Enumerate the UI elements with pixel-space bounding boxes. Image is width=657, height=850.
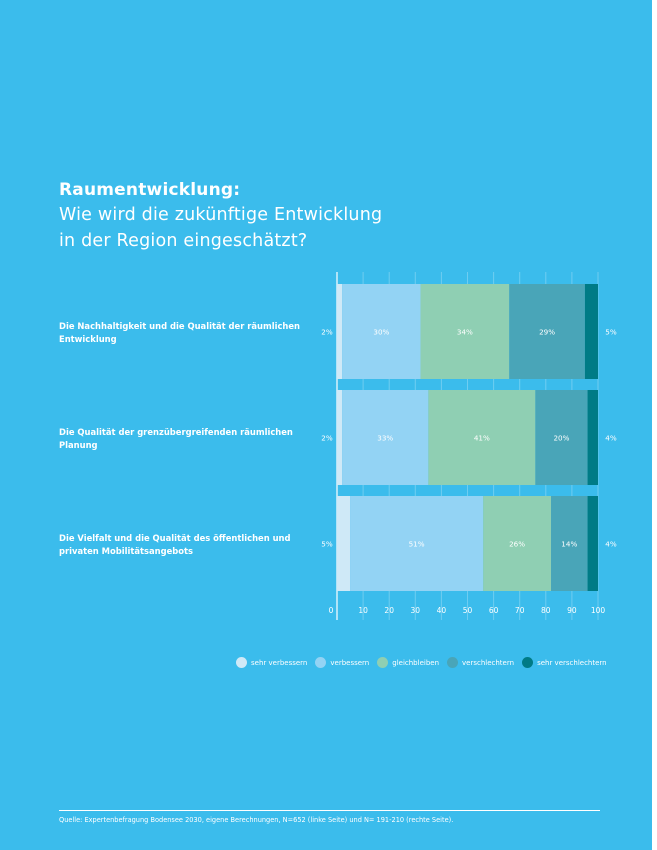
bar-verschlechtern-1 [509,284,585,379]
legend-label-gleichbleiben: gleichbleiben [392,658,440,667]
category-label-2-line-2: Planung [59,439,98,450]
chart-title: Raumentwicklung: Wie wird die zukünftige… [59,178,382,254]
legend: sehr verbessern verbessern gleichbleiben… [236,657,615,668]
bar-verschlechtern-2 [535,390,588,485]
bar-gleichbleiben-3 [483,496,552,591]
category-label-1-line-1: Die Nachhaltigkeit und die Qualität der … [59,321,301,331]
legend-swatch-verbessern [315,657,327,668]
category-label-1: Die Nachhaltigkeit und die Qualität der … [59,320,319,345]
category-label-3-line-2: privaten Mobilitätsangebots [59,545,194,556]
data-label-verbessern-1: 30% [373,328,389,337]
legend-item-verbessern: verbessern [315,657,369,668]
data-label-sehr-verbessern-2: 2% [321,434,333,443]
bar-sehr-verschlechtern-2 [587,390,598,485]
category-label-1-line-2: Entwicklung [59,333,117,344]
footer-divider [59,810,600,811]
x-tick-label-80: 80 [541,606,551,615]
legend-label-sehr-verschlechtern: sehr verschlechtern [537,658,607,667]
bar-verbessern-2 [342,390,429,485]
data-label-verbessern-3: 51% [409,540,425,549]
title-question-line-1: Wie wird die zukünftige Entwicklung [59,205,383,225]
page-edge [652,0,657,850]
legend-swatch-verschlechtern [447,657,459,668]
category-label-2: Die Qualität der grenzübergreifenden räu… [59,426,319,451]
data-label-verschlechtern-1: 29% [539,328,555,337]
data-label-verbessern-2: 33% [377,434,393,443]
x-tick-label-10: 10 [358,606,368,615]
legend-label-verschlechtern: verschlechtern [462,658,515,667]
category-label-2-line-1: Die Qualität der grenzübergreifenden räu… [59,427,293,437]
bar-verbessern-1 [342,284,421,379]
data-label-gleichbleiben-1: 34% [457,328,473,337]
source-note: Quelle: Expertenbefragung Bodensee 2030,… [59,816,454,824]
bar-sehr-verbessern-2 [337,390,343,485]
data-label-sehr-verbessern-3: 5% [321,540,333,549]
x-tick-label-70: 70 [515,606,525,615]
x-tick-label-100: 100 [591,606,606,615]
x-tick-label-30: 30 [411,606,421,615]
legend-swatch-sehr-verschlechtern [522,657,534,668]
legend-swatch-sehr-verbessern [236,657,247,668]
bar-sehr-verbessern-1 [337,284,343,379]
data-label-verschlechtern-3: 14% [561,540,577,549]
x-tick-label-90: 90 [567,606,577,615]
data-label-gleichbleiben-3: 26% [509,540,525,549]
bar-sehr-verbessern-3 [337,496,351,591]
legend-swatch-gleichbleiben [377,657,389,668]
legend-label-sehr-verbessern: sehr verbessern [251,658,308,667]
legend-item-verschlechtern: verschlechtern [447,657,514,668]
legend-label-verbessern: verbessern [330,658,370,667]
data-label-sehr-verbessern-1: 2% [321,328,333,337]
title-question-line-2: in der Region eingeschätzt? [59,231,308,251]
legend-item-sehr-verbessern: sehr verbessern [236,657,307,668]
bar-verschlechtern-3 [551,496,588,591]
bar-gleichbleiben-2 [428,390,536,485]
bar-verbessern-3 [350,496,484,591]
data-label-sehr-verschlechtern-3: 4% [605,540,617,549]
x-tick-label-60: 60 [489,606,499,615]
stacked-bar-chart: 0 10 20 30 40 50 60 70 80 90 100 2% 30% 34% 29% 5% 2% 33%… [321,272,617,620]
category-label-3: Die Vielfalt und die Qualität des öffent… [59,532,319,557]
title-heading: Raumentwicklung: [59,180,241,200]
x-tick-label-0: 0 [329,606,334,615]
x-tick-label-50: 50 [463,606,473,615]
x-tick-label-40: 40 [437,606,447,615]
bar-sehr-verschlechtern-1 [584,284,598,379]
category-label-3-line-1: Die Vielfalt und die Qualität des öffent… [59,533,291,543]
legend-item-sehr-verschlechtern: sehr verschlechtern [522,657,607,668]
bar-gleichbleiben-1 [420,284,510,379]
data-label-sehr-verschlechtern-1: 5% [605,328,617,337]
data-label-verschlechtern-2: 20% [553,434,569,443]
x-tick-label-20: 20 [384,606,394,615]
bar-sehr-verschlechtern-3 [587,496,598,591]
data-label-sehr-verschlechtern-2: 4% [605,434,617,443]
data-label-gleichbleiben-2: 41% [474,434,490,443]
legend-item-gleichbleiben: gleichbleiben [377,657,439,668]
